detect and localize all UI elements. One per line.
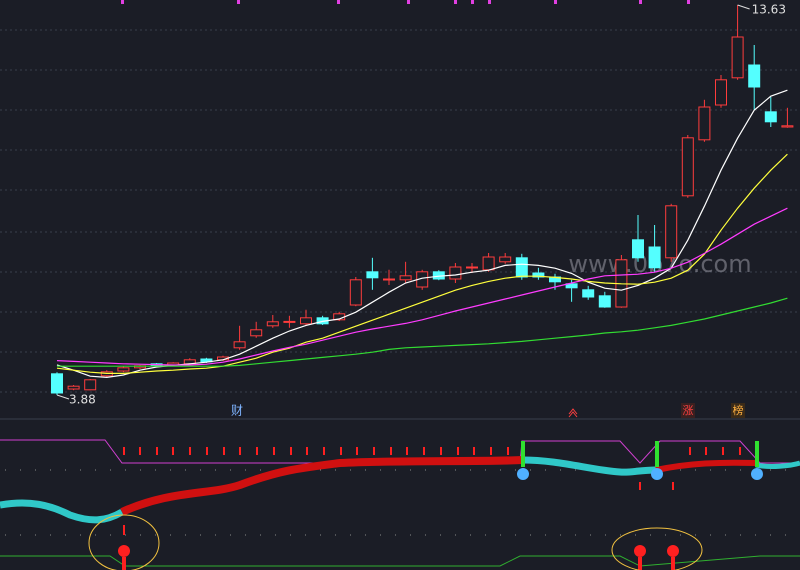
candle-body — [233, 341, 246, 349]
candle-body — [250, 329, 263, 337]
candle-body — [565, 283, 578, 289]
ma-line — [56, 207, 788, 366]
signal-label: 财 — [231, 404, 243, 418]
candle-body — [582, 289, 595, 298]
candle-body — [681, 137, 694, 197]
candle-body — [349, 279, 362, 306]
high-label: 13.63 — [752, 3, 786, 17]
ma-line — [57, 297, 788, 367]
candle-body — [665, 205, 678, 259]
candle-body — [598, 295, 611, 308]
candle-body — [648, 246, 661, 269]
candle-body — [698, 106, 711, 141]
candle-body — [532, 272, 545, 278]
candle-body — [266, 321, 279, 327]
candle-body — [399, 275, 412, 281]
candle-body — [731, 36, 744, 79]
candle-body — [283, 320, 296, 323]
candle-body — [51, 373, 63, 394]
candle-body — [67, 385, 80, 390]
candle-body — [449, 266, 462, 280]
candle-body — [515, 257, 528, 278]
candle-body — [748, 64, 761, 88]
candle-body — [300, 317, 312, 325]
candle-body — [466, 266, 478, 269]
low-label: 3.88 — [69, 393, 96, 407]
high-pointer — [737, 4, 750, 10]
candle-body — [383, 278, 395, 281]
low-pointer — [56, 394, 70, 400]
signal-box — [731, 403, 745, 418]
candle-body — [117, 367, 130, 372]
candle-body — [499, 256, 512, 263]
candle-body — [482, 256, 495, 271]
candle-body — [781, 125, 794, 128]
ma-line — [56, 153, 788, 374]
signal-label: 榜 — [733, 403, 744, 417]
candle-body — [366, 271, 379, 279]
signal-box — [681, 403, 695, 418]
indicator-panel — [0, 439, 800, 570]
signal-label: 涨 — [683, 404, 694, 417]
grid — [0, 29, 800, 393]
top-ticks — [121, 0, 690, 4]
signal-arrow — [568, 408, 578, 418]
candle-body — [84, 379, 97, 391]
candle-body — [715, 79, 727, 106]
candle-body — [632, 239, 644, 259]
candle-body — [764, 111, 777, 123]
